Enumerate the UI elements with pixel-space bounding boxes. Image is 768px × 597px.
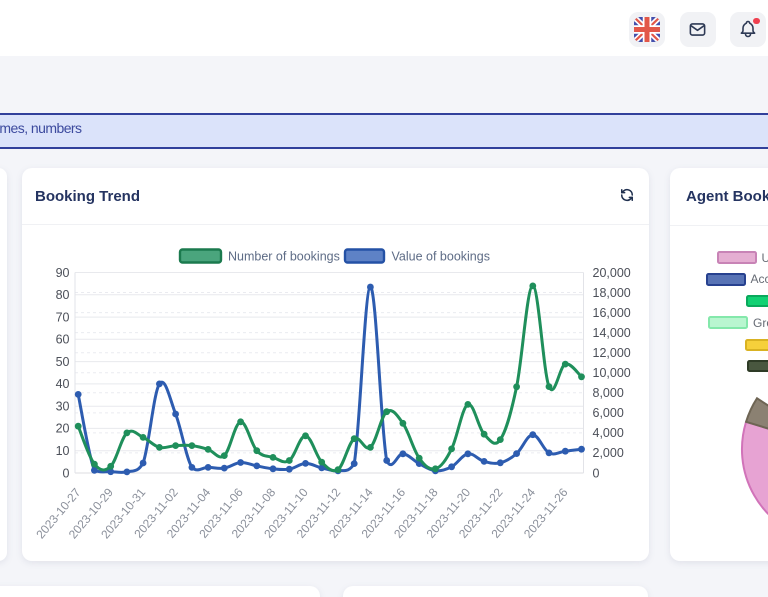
svg-text:14,000: 14,000 xyxy=(593,326,631,340)
svg-text:0: 0 xyxy=(63,466,70,480)
svg-text:16,000: 16,000 xyxy=(593,306,631,320)
svg-text:8,000: 8,000 xyxy=(593,386,624,400)
svg-text:2,000: 2,000 xyxy=(593,446,624,460)
svg-text:10: 10 xyxy=(56,444,70,458)
svg-text:80: 80 xyxy=(56,288,70,302)
svg-text:40: 40 xyxy=(56,377,70,391)
svg-text:50: 50 xyxy=(56,355,70,369)
svg-text:12,000: 12,000 xyxy=(593,346,631,360)
svg-text:60: 60 xyxy=(56,333,70,347)
svg-text:0: 0 xyxy=(593,466,600,480)
svg-text:70: 70 xyxy=(56,310,70,324)
svg-text:Value of bookings: Value of bookings xyxy=(392,250,490,264)
svg-text:30: 30 xyxy=(56,400,70,414)
svg-text:Number of bookings: Number of bookings xyxy=(228,250,340,264)
svg-text:10,000: 10,000 xyxy=(593,366,631,380)
svg-text:6,000: 6,000 xyxy=(593,406,624,420)
svg-text:20: 20 xyxy=(56,422,70,436)
svg-text:4,000: 4,000 xyxy=(593,426,624,440)
svg-text:20,000: 20,000 xyxy=(593,266,631,280)
svg-text:90: 90 xyxy=(56,266,70,280)
svg-text:18,000: 18,000 xyxy=(593,286,631,300)
